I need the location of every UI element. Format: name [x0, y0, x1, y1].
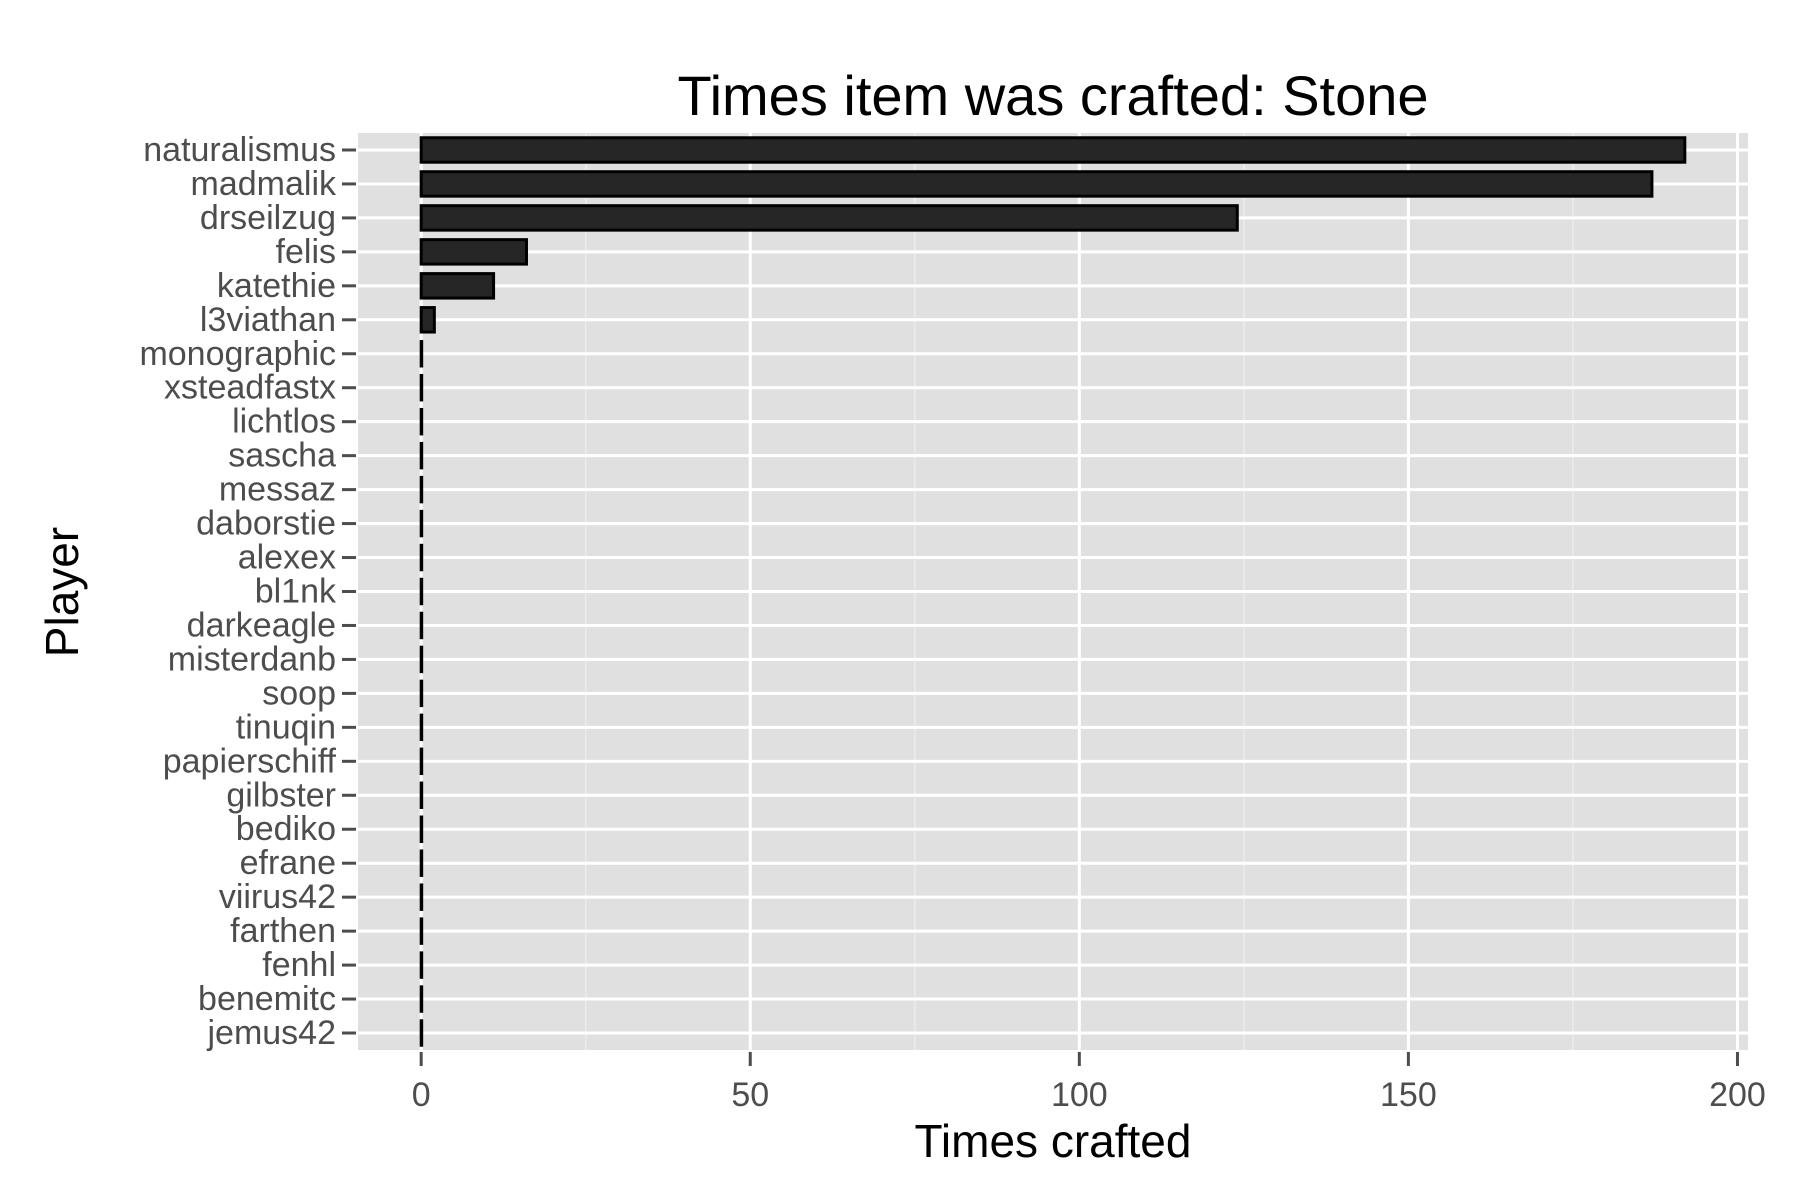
bar — [419, 1019, 424, 1047]
x-tick-label: 50 — [731, 1076, 769, 1114]
y-tick-label: katethie — [217, 267, 336, 305]
bar — [419, 204, 1239, 232]
y-tick-label: jemus42 — [206, 1014, 336, 1052]
bar — [419, 136, 1687, 164]
bar — [419, 781, 424, 810]
x-tick-label: 0 — [412, 1076, 431, 1114]
y-tick-label: madmalik — [191, 165, 337, 203]
bar — [419, 849, 424, 877]
y-tick-label: drseilzug — [200, 199, 336, 237]
y-tick-label: messaz — [219, 471, 336, 509]
bar — [419, 611, 424, 640]
bar — [419, 475, 424, 504]
y-tick-label: monographic — [139, 335, 336, 373]
bar — [419, 543, 424, 572]
bar — [419, 815, 424, 843]
x-axis: 0 50 100 150 200 — [412, 1052, 1766, 1114]
y-tick-label: misterdanb — [168, 640, 336, 678]
y-tick-label: fenhl — [262, 946, 336, 984]
bar — [419, 917, 424, 945]
bar — [419, 509, 424, 538]
bars — [419, 136, 1687, 1047]
y-tick-label: viirus42 — [219, 878, 336, 916]
y-axis: naturalismusmadmalikdrseilzugfeliskateth… — [139, 131, 356, 1052]
y-tick-label: soop — [262, 674, 336, 712]
x-tick-label: 150 — [1380, 1076, 1437, 1114]
y-axis-title: Player — [36, 527, 88, 657]
y-tick-label: sascha — [228, 437, 336, 475]
y-tick-label: felis — [276, 233, 336, 271]
y-tick-label: alexex — [238, 539, 336, 577]
x-axis-title: Times crafted — [915, 1115, 1192, 1167]
bar — [419, 713, 424, 742]
bar — [419, 679, 424, 708]
y-tick-label: xsteadfastx — [164, 369, 336, 407]
bar — [419, 272, 496, 300]
y-tick-label: lichtlos — [232, 403, 336, 441]
bar — [419, 407, 424, 436]
bar — [419, 441, 424, 470]
y-tick-label: gilbster — [226, 776, 336, 814]
bar — [419, 306, 436, 334]
y-tick-label: bl1nk — [255, 573, 337, 611]
y-tick-label: benemitc — [198, 980, 336, 1018]
chart-title: Times item was crafted: Stone — [677, 64, 1428, 127]
y-tick-label: daborstie — [196, 505, 336, 543]
bar — [419, 883, 424, 911]
bar — [419, 577, 424, 606]
x-tick-label: 100 — [1051, 1076, 1108, 1114]
bar — [419, 238, 528, 266]
y-tick-label: bediko — [236, 810, 336, 848]
bar — [419, 170, 1654, 198]
x-tick-label: 200 — [1709, 1076, 1766, 1114]
y-tick-label: efrane — [240, 844, 336, 882]
bar — [419, 373, 424, 402]
y-tick-label: papierschiff — [163, 742, 337, 780]
bar — [419, 951, 424, 979]
bar — [419, 747, 424, 776]
bar — [419, 985, 424, 1013]
y-tick-label: farthen — [230, 912, 336, 950]
y-tick-label: naturalismus — [143, 131, 336, 169]
bar — [419, 340, 424, 368]
y-tick-label: tinuqin — [236, 708, 336, 746]
y-tick-label: darkeagle — [187, 606, 336, 644]
bar — [419, 645, 424, 674]
y-tick-label: l3viathan — [200, 301, 336, 339]
